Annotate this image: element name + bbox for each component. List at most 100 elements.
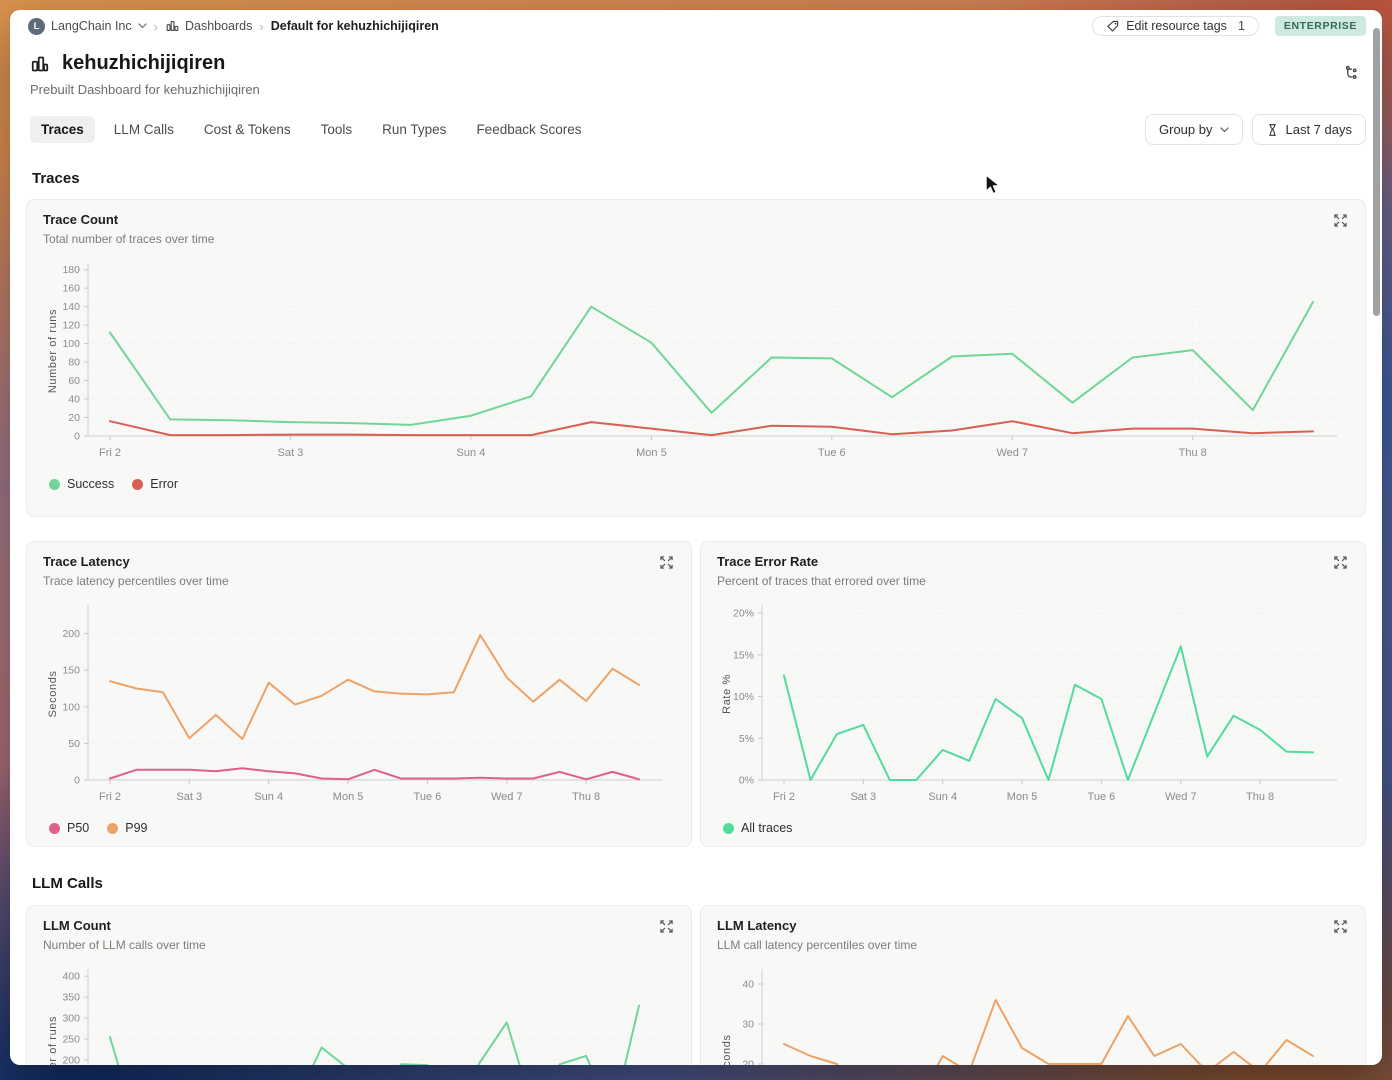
tabs-row: Traces LLM Calls Cost & Tokens Tools Run… [30,114,1366,145]
svg-text:Sat 3: Sat 3 [278,447,304,459]
svg-text:Sun 4: Sun 4 [928,791,957,803]
dashboard-window: L LangChain Inc › Dashboards › Default f… [10,10,1382,1065]
chart-legend: All traces [723,821,1349,835]
legend-item: P99 [107,821,148,835]
svg-text:Seconds: Seconds [721,1034,733,1065]
page-subtitle: Prebuilt Dashboard for kehuzhichijiqiren [30,82,260,97]
enterprise-badge: ENTERPRISE [1274,16,1366,36]
trace-latency-card: Trace Latency Trace latency percentiles … [26,541,692,847]
breadcrumb-separator: › [259,18,264,34]
svg-text:40: 40 [742,979,754,991]
svg-text:80: 80 [68,357,80,369]
svg-text:Thu 8: Thu 8 [1179,447,1207,459]
dashboard-icon [31,56,49,71]
group-by-dropdown[interactable]: Group by [1145,114,1243,145]
legend-dot-p50 [49,822,60,834]
trace-error-rate-chart: 0% 5% 10% 15% 20% Fri 2 Sat 3 Sun 4 Mon 5 Tue 6 We… [717,598,1349,817]
edit-resource-tags-label: Edit resource tags [1126,19,1227,33]
page-title: kehuzhichijiqiren [62,52,226,74]
svg-text:Tue 6: Tue 6 [818,447,846,459]
svg-text:120: 120 [62,320,80,332]
card-subtitle: LLM call latency percentiles over time [717,938,918,952]
svg-text:40: 40 [68,394,80,406]
expand-icon[interactable] [658,918,675,938]
time-range-button[interactable]: Last 7 days [1251,114,1366,145]
expand-icon[interactable] [1332,918,1349,938]
vertical-scrollbar[interactable] [1373,28,1380,316]
svg-text:15%: 15% [733,649,754,661]
tab-feedback-scores[interactable]: Feedback Scores [465,116,592,143]
legend-item: P50 [49,821,89,835]
breadcrumb-org[interactable]: L LangChain Inc [28,17,147,35]
breadcrumb-current-page: Default for kehuzhichijiqiren [270,19,439,33]
svg-text:60: 60 [68,375,80,387]
svg-text:Mon 5: Mon 5 [636,447,667,459]
svg-text:20%: 20% [733,608,754,620]
svg-text:Wed 7: Wed 7 [491,791,523,803]
svg-text:200: 200 [62,628,80,640]
bar-chart-icon [166,21,179,31]
tab-tools[interactable]: Tools [310,116,364,143]
card-subtitle: Total number of traces over time [43,232,215,246]
trace-error-rate-card: Trace Error Rate Percent of traces that … [700,541,1366,847]
card-title: Trace Latency [43,554,130,569]
chart-legend: Success Error [49,477,1349,491]
svg-text:Fri 2: Fri 2 [773,791,795,803]
card-title: LLM Count [43,918,111,933]
svg-text:50: 50 [68,738,80,750]
section-title-traces: Traces [32,170,80,187]
page-header: kehuzhichijiqiren Prebuilt Dashboard for… [10,42,1382,97]
svg-text:Tue 6: Tue 6 [1088,791,1116,803]
breadcrumb: L LangChain Inc › Dashboards › Default f… [10,10,1382,42]
svg-text:Mon 5: Mon 5 [1007,791,1038,803]
svg-text:Sun 4: Sun 4 [457,447,486,459]
svg-text:Rate %: Rate % [721,674,733,714]
svg-text:Wed 7: Wed 7 [997,447,1029,459]
expand-icon[interactable] [658,554,675,574]
breadcrumb-dashboards[interactable]: Dashboards [165,19,252,33]
svg-text:400: 400 [62,971,80,983]
chart-legend: P50 P99 [49,821,675,835]
tab-traces[interactable]: Traces [30,116,95,143]
svg-text:250: 250 [62,1034,80,1046]
chevron-down-icon [137,23,147,29]
breadcrumb-dashboards-label: Dashboards [184,19,253,33]
legend-item: Error [132,477,178,491]
legend-dot-success [49,478,60,490]
svg-text:350: 350 [62,992,80,1004]
svg-text:160: 160 [62,283,80,295]
svg-text:Tue 6: Tue 6 [414,791,442,803]
resource-hierarchy-icon [1345,65,1357,79]
svg-text:0: 0 [74,431,80,443]
legend-dot-all-traces [723,822,734,834]
edit-resource-tags-button[interactable]: Edit resource tags 1 [1092,16,1259,36]
legend-item: All traces [723,821,792,835]
breadcrumb-org-label: LangChain Inc [51,19,132,33]
breadcrumb-separator: › [153,18,158,34]
card-title: LLM Latency [717,918,797,933]
tab-llm-calls[interactable]: LLM Calls [103,116,185,143]
tab-run-types[interactable]: Run Types [371,116,457,143]
tab-cost-tokens[interactable]: Cost & Tokens [193,116,302,143]
resource-tags-count: 1 [1237,19,1245,33]
svg-text:140: 140 [62,301,80,313]
hourglass-icon [1268,123,1276,136]
svg-text:5%: 5% [739,733,754,745]
svg-text:Thu 8: Thu 8 [572,791,600,803]
trace-latency-chart: 0 50 100 150 200 Fri 2 Sat 3 Sun 4 Mon 5 Tue 6 Wed… [43,598,675,817]
svg-text:10%: 10% [733,691,754,703]
svg-text:Number of runs: Number of runs [47,309,59,393]
time-range-label: Last 7 days [1285,122,1353,137]
llm-latency-card: LLM Latency LLM call latency percentiles… [700,905,1366,1065]
llm-count-card: LLM Count Number of LLM calls over time … [26,905,692,1065]
legend-dot-p99 [107,822,119,834]
section-title-llm-calls: LLM Calls [32,875,103,892]
svg-text:100: 100 [62,338,80,350]
legend-item: Success [49,477,114,491]
svg-text:Wed 7: Wed 7 [1165,791,1197,803]
expand-icon[interactable] [1332,554,1349,574]
resource-hierarchy-button[interactable] [1339,60,1364,88]
expand-icon[interactable] [1332,212,1349,232]
